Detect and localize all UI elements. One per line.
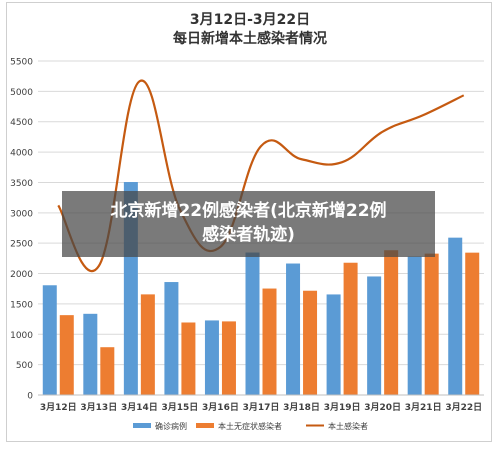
bar [407, 256, 422, 395]
bar [42, 285, 57, 395]
legend-swatch [196, 423, 214, 428]
bar [326, 294, 341, 395]
bar [286, 263, 301, 395]
bar [204, 320, 219, 395]
y-axis-ticks: 0 500 1000 1500 2000 2500 3000 3500 4000 4500 5000… [10, 58, 33, 402]
bar-series [42, 182, 480, 395]
y-tick-label: 3500 [10, 179, 33, 189]
bar [59, 315, 74, 395]
legend: 确诊病例 本土无症状感染者 本土感染者 [133, 421, 368, 431]
x-tick-label: 3月14日 [121, 402, 158, 413]
x-tick-label: 3月16日 [202, 402, 239, 413]
chart-subtitle: 每日新增本土感染者情况 [173, 30, 327, 47]
x-tick-label: 3月22日 [445, 402, 482, 413]
y-tick-label: 4000 [10, 149, 33, 159]
bar [140, 294, 155, 395]
y-tick-label: 2000 [10, 270, 33, 280]
bar [384, 250, 399, 395]
chart-title: 3月12日-3月22日 [190, 12, 310, 28]
x-tick-label: 3月20日 [364, 402, 401, 413]
y-tick-label: 2500 [10, 240, 33, 250]
y-tick-label: 3000 [10, 209, 33, 219]
x-tick-label: 3月13日 [80, 402, 117, 413]
bar [181, 322, 196, 395]
bar [448, 237, 463, 395]
bar [367, 276, 382, 395]
y-tick-label: 5000 [10, 88, 33, 98]
y-tick-label: 0 [27, 392, 33, 402]
legend-swatch [133, 423, 151, 428]
bar [262, 288, 277, 395]
x-tick-label: 3月21日 [405, 402, 442, 413]
x-tick-label: 3月12日 [40, 402, 77, 413]
x-axis-ticks: 3月12日 3月13日 3月14日 3月15日 3月16日 3月17日 3月18日 3月19日… [38, 394, 484, 413]
bar [303, 290, 318, 395]
caption-line-1: 北京新增22例感染者(北京新增22例 [110, 201, 387, 221]
bar [465, 252, 480, 395]
x-tick-label: 3月19日 [324, 402, 361, 413]
bar [245, 252, 260, 395]
y-tick-label: 4500 [10, 118, 33, 128]
x-tick-label: 3月15日 [162, 402, 199, 413]
legend-label: 确诊病例 [155, 421, 187, 431]
legend-label: 本土感染者 [328, 421, 368, 431]
x-tick-label: 3月18日 [283, 402, 320, 413]
x-tick-label: 3月17日 [243, 402, 280, 413]
watermark-caption: 北京新增22例感染者(北京新增22例 感染者轨迹) [62, 191, 435, 257]
y-tick-label: 500 [16, 361, 33, 371]
y-tick-label: 5500 [10, 58, 33, 68]
bar [343, 262, 358, 395]
bar [83, 313, 98, 395]
y-tick-label: 1500 [10, 300, 33, 310]
caption-line-2: 感染者轨迹) [202, 225, 295, 245]
legend-label: 本土无症状感染者 [218, 421, 282, 431]
bar [100, 347, 115, 395]
y-tick-label: 1000 [10, 331, 33, 341]
bar [221, 321, 236, 395]
bar [164, 282, 179, 395]
bar [424, 253, 439, 395]
